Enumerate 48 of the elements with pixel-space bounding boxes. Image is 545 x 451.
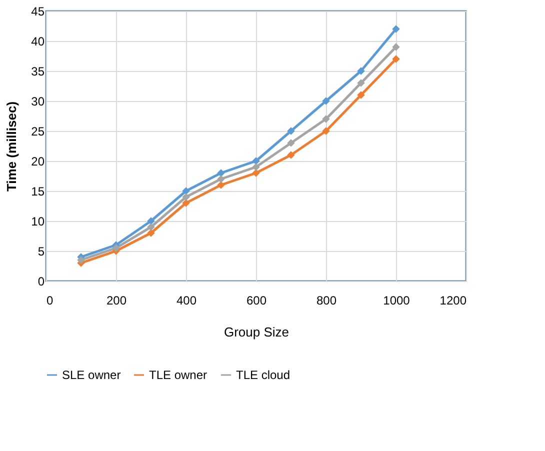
- point: [357, 91, 365, 99]
- y-axis-title: Time (millisec): [4, 101, 20, 192]
- y-tick-label: 30: [31, 94, 45, 108]
- y-tick-label: 5: [38, 244, 45, 258]
- point: [147, 217, 155, 225]
- x-tick-label: 400: [176, 294, 197, 308]
- point: [392, 25, 400, 33]
- point: [322, 115, 330, 123]
- x-tick-label: 1200: [440, 294, 467, 308]
- x-tick-label: 200: [106, 294, 127, 308]
- point: [357, 67, 365, 75]
- y-tick-label: 15: [31, 184, 45, 198]
- legend-label: TLE owner: [149, 368, 208, 382]
- point: [182, 193, 190, 201]
- point: [322, 127, 330, 135]
- y-tick-label: 35: [31, 64, 45, 78]
- y-tick-label: 20: [31, 154, 45, 168]
- legend-label: TLE cloud: [236, 368, 290, 382]
- y-tick-label: 25: [31, 124, 45, 138]
- point: [252, 163, 260, 171]
- y-tick-label: 10: [31, 214, 45, 228]
- point: [147, 229, 155, 237]
- x-tick-label: 0: [46, 294, 54, 308]
- point: [252, 157, 260, 165]
- point: [392, 43, 400, 51]
- point: [357, 79, 365, 87]
- x-tick-label: 1000: [383, 294, 410, 308]
- point: [182, 199, 190, 207]
- point: [217, 175, 225, 183]
- y-tick-label: 45: [31, 4, 45, 18]
- point: [147, 223, 155, 231]
- y-tick-label: 40: [31, 34, 45, 48]
- point: [287, 139, 295, 147]
- point: [252, 169, 260, 177]
- x-axis-title: Group Size: [224, 324, 290, 340]
- point: [322, 97, 330, 105]
- x-tick-label: 600: [246, 294, 267, 308]
- point: [217, 181, 225, 189]
- point: [392, 55, 400, 63]
- x-tick-label: 800: [316, 294, 337, 308]
- point: [112, 244, 120, 252]
- point: [77, 256, 85, 264]
- y-tick-label: 0: [38, 274, 45, 288]
- point: [217, 169, 225, 177]
- point: [182, 187, 190, 195]
- legend-label: SLE owner: [62, 368, 121, 382]
- point: [287, 127, 295, 135]
- point: [287, 151, 295, 159]
